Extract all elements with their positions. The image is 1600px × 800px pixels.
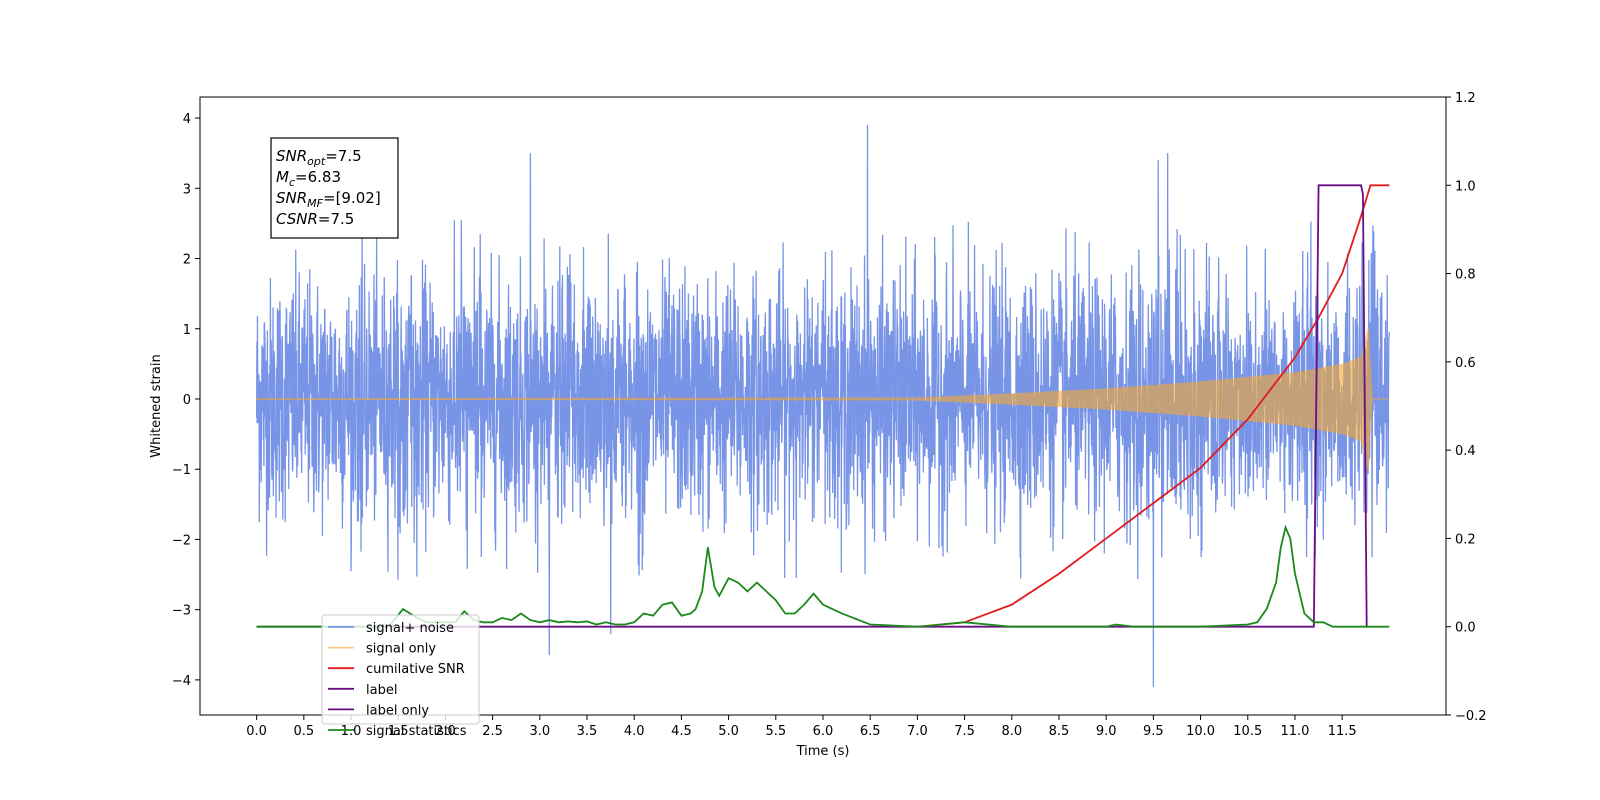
y-left-tick-label: −4 — [172, 674, 191, 689]
legend-entry: cumilative SNR — [366, 662, 465, 677]
annotation-line: CSNR=7.5 — [276, 210, 354, 228]
series-signal-noise — [255, 125, 1391, 687]
legend-entry: label — [366, 683, 397, 698]
x-tick-label: 11.0 — [1280, 724, 1309, 739]
x-tick-label: 1.5 — [388, 724, 409, 739]
legend-entry: signal only — [366, 642, 436, 657]
y-right-tick-label: 1.0 — [1455, 179, 1476, 194]
x-tick-label: 7.0 — [907, 724, 928, 739]
x-tick-label: 3.0 — [529, 724, 550, 739]
annotation-line: Mc=6.83 — [276, 168, 341, 189]
y-right-tick-label: 0.0 — [1455, 621, 1476, 636]
axes-layer: 0.0 0.5 1.0 1.5 2.0 2.5 3.0 3.5 4.0 4.5 5.0 5.5 6.0 6… — [149, 91, 1487, 759]
x-tick-label: 8.0 — [1001, 724, 1022, 739]
series-signal-only — [256, 327, 1390, 473]
x-tick-label: 8.5 — [1049, 724, 1070, 739]
x-tick-label: 6.5 — [860, 724, 881, 739]
y-left-tick-label: −3 — [172, 604, 191, 619]
x-tick-label: 4.5 — [671, 724, 692, 739]
x-tick-label: 1.0 — [341, 724, 362, 739]
x-tick-label: 0.0 — [246, 724, 267, 739]
legend: signal+ noise signal only cumilative SNR la… — [321, 614, 480, 739]
y-right-tick-label: 0.2 — [1455, 532, 1476, 547]
legend-entry: signal statistics — [366, 724, 467, 739]
x-tick-label: 11.5 — [1328, 724, 1357, 739]
x-tick-label: 9.0 — [1096, 724, 1117, 739]
x-tick-label: 10.5 — [1233, 724, 1262, 739]
y-right-tick-label: 0.6 — [1455, 356, 1476, 371]
x-axis-label: Time (s) — [796, 744, 850, 759]
y-left-tick-label: 4 — [183, 112, 191, 127]
x-tick-label: 2.5 — [482, 724, 503, 739]
y-right-tick-label: −0.2 — [1455, 709, 1487, 724]
x-tick-label: 7.5 — [954, 724, 975, 739]
y-left-tick-label: 3 — [183, 182, 191, 197]
x-tick-label: 5.0 — [718, 724, 739, 739]
y-right-tick-label: 0.4 — [1455, 444, 1476, 459]
legend-entry: signal+ noise — [366, 621, 454, 636]
annotation-frame — [270, 137, 399, 239]
y-right-tick-label: 0.8 — [1455, 268, 1476, 283]
y-left-tick-label: −1 — [172, 463, 191, 478]
y-axis-label: Whitened strain — [149, 354, 164, 457]
x-tick-label: 10.0 — [1186, 724, 1215, 739]
x-tick-label: 3.5 — [577, 724, 598, 739]
y-left-tick-label: −2 — [172, 533, 191, 548]
y-left-tick-label: 2 — [183, 253, 191, 268]
legend-entry: label only — [366, 703, 429, 718]
y-left-tick-label: 0 — [183, 393, 191, 408]
x-tick-label: 0.5 — [293, 724, 314, 739]
x-tick-label: 5.5 — [765, 724, 786, 739]
series-layer — [255, 125, 1391, 687]
annotation-line: SNRMF=[9.02] — [276, 189, 381, 210]
x-tick-label: 4.0 — [624, 724, 645, 739]
y-right-tick-label: 1.2 — [1455, 91, 1476, 106]
series-cumilative-snr — [917, 184, 1390, 628]
x-tick-label: 6.0 — [813, 724, 834, 739]
y-left-tick-label: 1 — [183, 323, 191, 338]
legend-frame — [321, 614, 480, 725]
series-signal-statistics — [256, 524, 1390, 628]
x-tick-label: 2.0 — [435, 724, 456, 739]
annotation-line: SNRopt=7.5 — [276, 147, 362, 168]
x-tick-label: 9.5 — [1143, 724, 1164, 739]
